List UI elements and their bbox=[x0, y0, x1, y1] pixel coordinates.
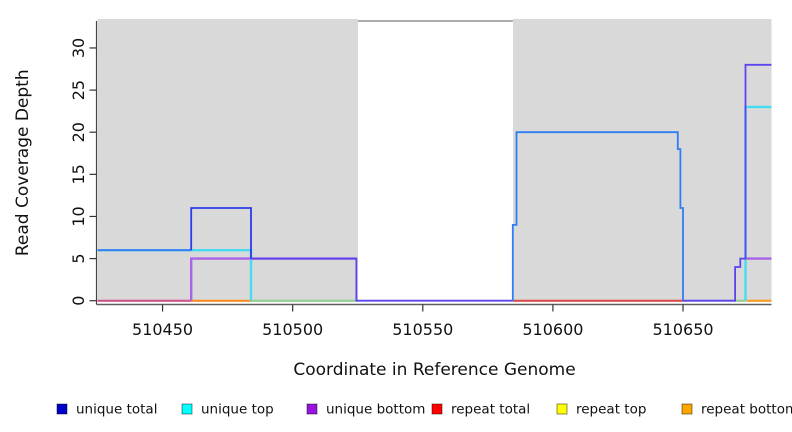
series-unique-total bbox=[251, 257, 513, 302]
x-tick-label: 510550 bbox=[392, 320, 453, 339]
x-tick-label: 510450 bbox=[132, 320, 193, 339]
legend-swatch-repeat-top bbox=[556, 403, 568, 415]
y-tick-label: 20 bbox=[69, 122, 88, 142]
series-unique-total bbox=[511, 131, 684, 301]
legend-swatch-unique-bottom bbox=[306, 403, 318, 415]
legend-swatch-repeat-total bbox=[431, 403, 443, 415]
legend-label-unique-bottom: unique bottom bbox=[326, 402, 425, 418]
legend-swatch-unique-top bbox=[181, 403, 193, 415]
y-tick-label: 15 bbox=[69, 164, 88, 184]
right-gray-region bbox=[512, 19, 772, 302]
legend-label-repeat-total: repeat total bbox=[451, 402, 530, 418]
y-axis-title: Read Coverage Depth bbox=[13, 69, 33, 256]
x-axis-title: Coordinate in Reference Genome bbox=[293, 360, 575, 380]
legend-label-repeat-bottom: repeat bottom bbox=[701, 402, 792, 418]
y-tick-label: 25 bbox=[69, 80, 88, 100]
y-tick-label: 10 bbox=[69, 206, 88, 226]
series-unique-total bbox=[190, 207, 252, 259]
x-tick-label: 510650 bbox=[652, 320, 713, 339]
legend-label-unique-total: unique total bbox=[76, 402, 157, 418]
series-unique-total bbox=[683, 63, 772, 302]
legend-swatch-repeat-bottom bbox=[681, 403, 693, 415]
legend-swatch-unique-total bbox=[56, 403, 68, 415]
y-tick-label: 5 bbox=[69, 253, 88, 263]
legend-label-repeat-top: repeat top bbox=[576, 402, 646, 418]
x-tick-label: 510600 bbox=[522, 320, 583, 339]
left-gray-region bbox=[97, 19, 358, 302]
y-tick-label: 0 bbox=[69, 296, 88, 306]
legend-label-unique-top: unique top bbox=[201, 402, 274, 418]
y-tick-label: 30 bbox=[69, 38, 88, 58]
x-tick-label: 510500 bbox=[262, 320, 323, 339]
